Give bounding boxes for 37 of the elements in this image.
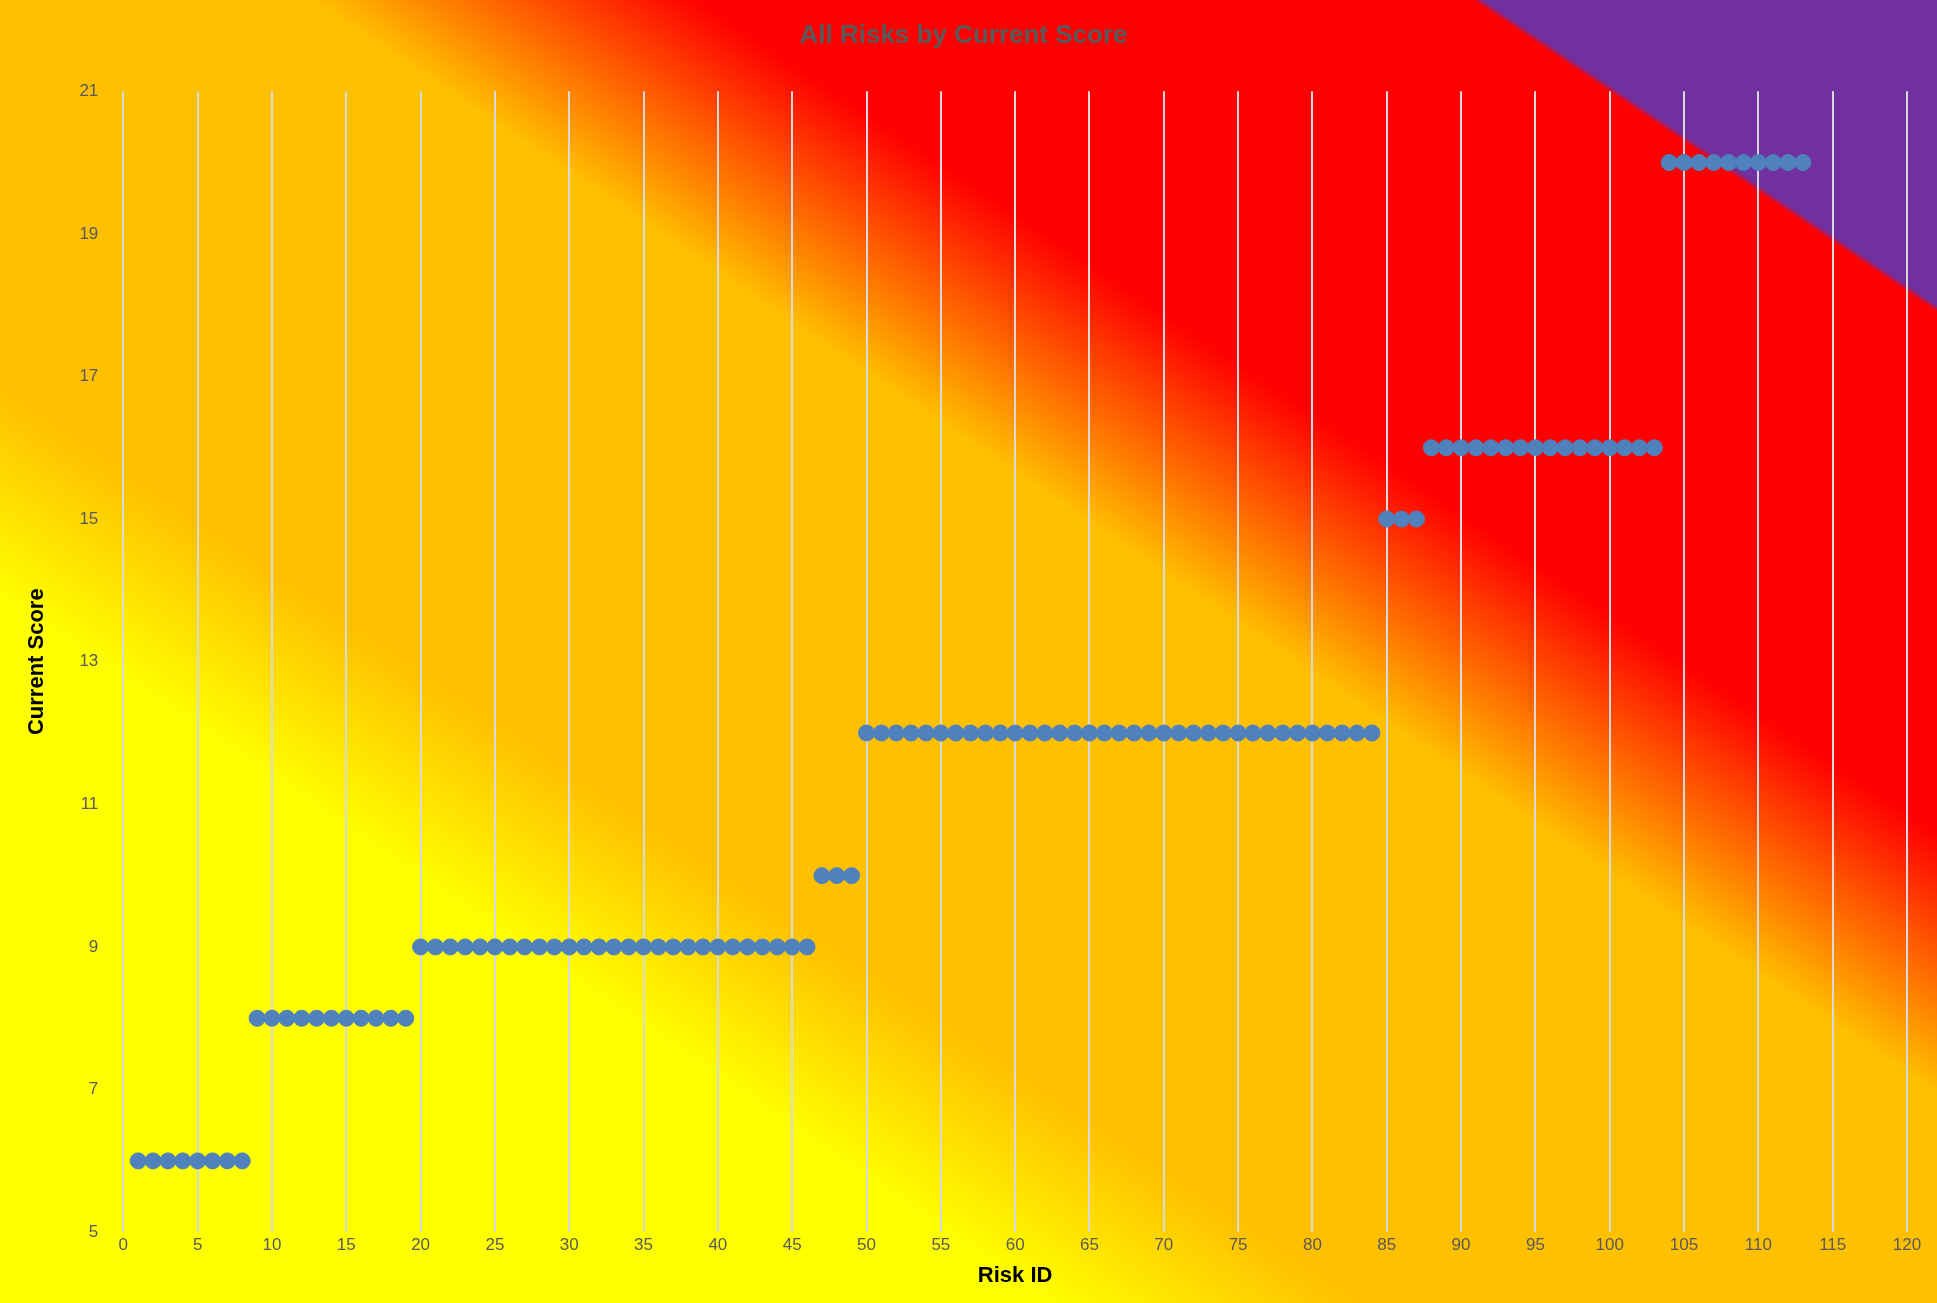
x-tick-label: 55 bbox=[931, 1235, 951, 1255]
x-tick-label: 110 bbox=[1744, 1235, 1772, 1255]
x-tick-label: 10 bbox=[262, 1235, 282, 1255]
x-tick-label: 0 bbox=[118, 1235, 129, 1255]
y-tick-label: 11 bbox=[80, 794, 99, 814]
x-tick-label: 35 bbox=[634, 1235, 654, 1255]
x-tick-label: 85 bbox=[1377, 1235, 1397, 1255]
x-tick-label: 40 bbox=[708, 1235, 728, 1255]
x-tick-label: 95 bbox=[1525, 1235, 1545, 1255]
x-axis-title: Risk ID bbox=[977, 1261, 1053, 1287]
x-tick-label: 120 bbox=[1892, 1235, 1922, 1255]
x-tick-label: 5 bbox=[192, 1235, 203, 1255]
x-tick-label: 100 bbox=[1595, 1235, 1624, 1255]
x-tick-label: 25 bbox=[485, 1235, 505, 1255]
y-tick-label: 13 bbox=[79, 651, 99, 671]
y-axis-title: Current Score bbox=[23, 588, 49, 736]
x-tick-label: 70 bbox=[1154, 1235, 1174, 1255]
y-tick-label: 19 bbox=[79, 223, 99, 243]
y-tick-label: 5 bbox=[88, 1221, 99, 1241]
x-tick-label: 90 bbox=[1451, 1235, 1471, 1255]
x-tick-label: 65 bbox=[1080, 1235, 1099, 1255]
x-tick-label: 20 bbox=[411, 1235, 431, 1255]
x-tick-label: 15 bbox=[336, 1235, 356, 1255]
x-tick-label: 50 bbox=[857, 1235, 876, 1255]
x-tick-label: 60 bbox=[1005, 1235, 1025, 1255]
x-tick-label: 30 bbox=[559, 1235, 579, 1255]
x-tick-label: 105 bbox=[1669, 1235, 1699, 1255]
x-tick-label: 115 bbox=[1819, 1235, 1847, 1255]
chart-title: All Risks by Current Score bbox=[799, 18, 1128, 49]
x-tick-label: 45 bbox=[782, 1235, 802, 1255]
y-tick-label: 9 bbox=[88, 936, 99, 956]
x-tick-label: 75 bbox=[1228, 1235, 1248, 1255]
y-tick-label: 17 bbox=[79, 366, 99, 386]
y-tick-label: 21 bbox=[79, 80, 99, 100]
y-tick-label: 15 bbox=[79, 508, 99, 528]
y-tick-label: 7 bbox=[88, 1079, 99, 1099]
x-tick-label: 80 bbox=[1302, 1235, 1322, 1255]
